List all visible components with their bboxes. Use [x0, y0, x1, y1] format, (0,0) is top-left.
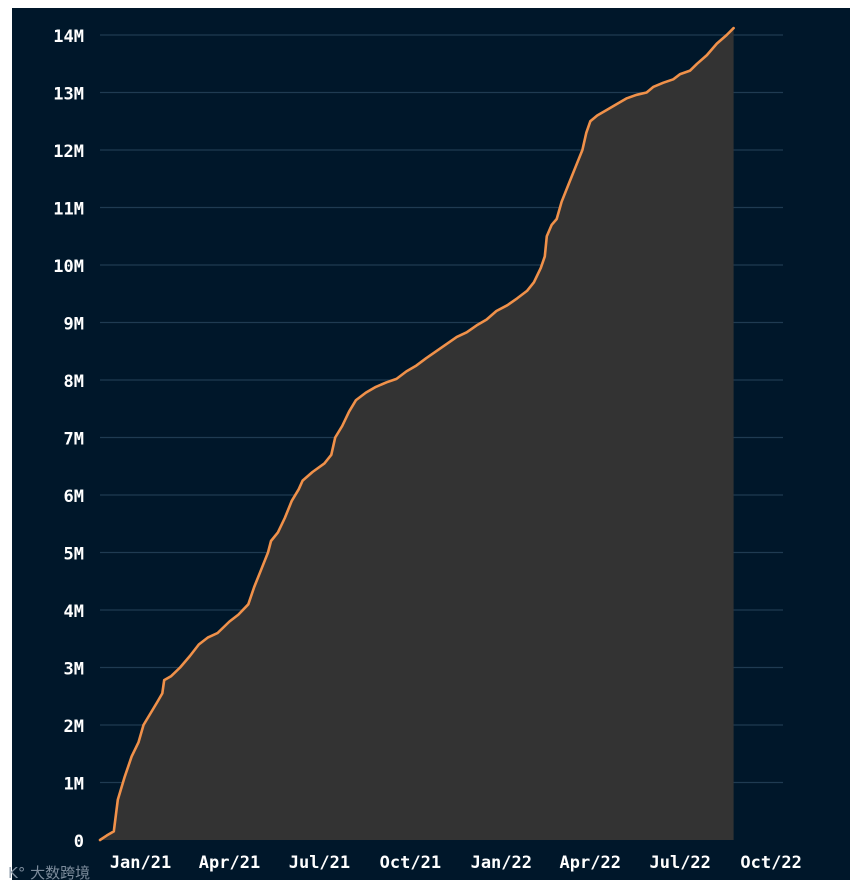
x-tick-label: Oct/22 [740, 853, 801, 873]
x-axis-ticks: Jan/21 Apr/21 Jul/21 Oct/21 Jan/22 Apr/22 Jul/… [110, 853, 802, 873]
x-tick-label: Apr/21 [199, 853, 260, 873]
series-line [98, 26, 735, 842]
y-tick-label: 12M [53, 142, 84, 162]
y-axis-ticks: 0 1M 2M 3M 4M 5M 6M 7M 8M 9M 10M 11M 12M 13M 14M [53, 27, 84, 852]
x-tick-label: Apr/22 [560, 853, 621, 873]
area-layer [98, 26, 735, 842]
y-tick-label: 14M [53, 27, 84, 47]
x-tick-label: Jul/21 [289, 853, 350, 873]
y-tick-label: 4M [64, 602, 84, 622]
watermark-logo: K° 大数跨境 [8, 862, 90, 883]
x-tick-label: Jan/22 [471, 853, 532, 873]
y-tick-label: 2M [64, 717, 84, 737]
y-tick-label: 6M [64, 487, 84, 507]
chart-canvas: 0 1M 2M 3M 4M 5M 6M 7M 8M 9M 10M 11M 12M 13M 14M Jan/2… [12, 8, 850, 880]
y-tick-label: 5M [64, 545, 84, 565]
x-tick-label: Oct/21 [380, 853, 441, 873]
x-tick-label: Jan/21 [110, 853, 171, 873]
y-tick-label: 0 [74, 832, 84, 852]
x-tick-label: Jul/22 [649, 853, 710, 873]
watermark-text: 大数跨境 [30, 864, 91, 882]
series-area-fill [100, 28, 734, 841]
watermark-mark-icon: K° [8, 864, 26, 882]
y-tick-label: 3M [64, 660, 84, 680]
cumulative-area-chart: 0 1M 2M 3M 4M 5M 6M 7M 8M 9M 10M 11M 12M 13M 14M Jan/2… [12, 8, 850, 880]
y-tick-label: 11M [53, 200, 84, 220]
y-tick-label: 1M [64, 775, 84, 795]
y-tick-label: 13M [53, 85, 84, 105]
y-tick-label: 10M [53, 257, 84, 277]
y-tick-label: 9M [64, 315, 84, 335]
y-tick-label: 8M [64, 372, 84, 392]
y-tick-label: 7M [64, 430, 84, 450]
